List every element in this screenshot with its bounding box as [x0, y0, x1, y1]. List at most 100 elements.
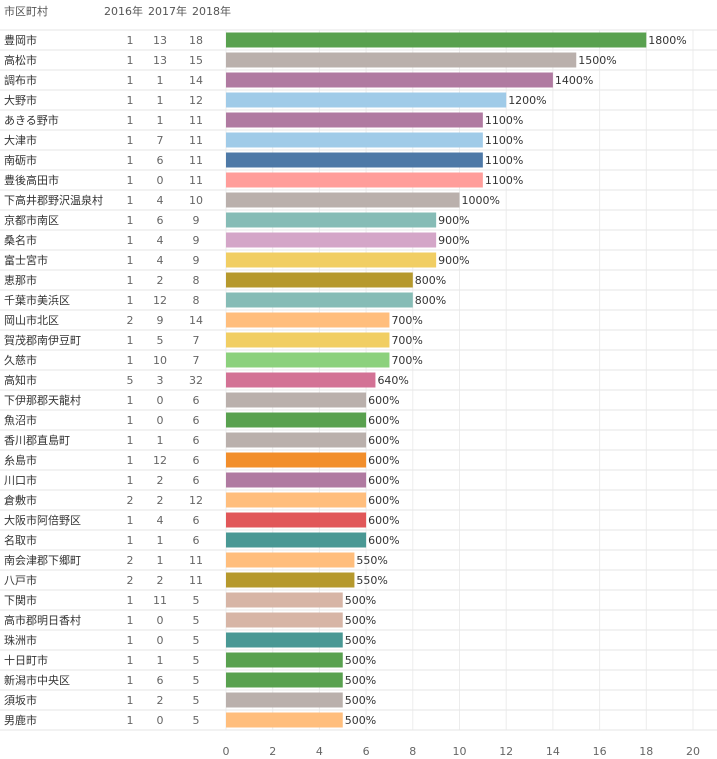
data-row: 豊岡市 1 13 18 1800% — [0, 29, 717, 48]
row-2018-value: 5 — [193, 614, 200, 627]
row-2016-value: 1 — [127, 274, 134, 287]
row-2017-value: 3 — [157, 374, 164, 387]
x-tick-label: 4 — [316, 745, 323, 758]
bar — [226, 632, 343, 648]
row-2016-value: 1 — [127, 694, 134, 707]
row-2016-value: 1 — [127, 254, 134, 267]
bar-label: 1800% — [648, 34, 686, 47]
header-2017: 2017年 — [148, 4, 187, 18]
x-tick-label: 6 — [363, 745, 370, 758]
bar — [226, 512, 367, 528]
row-2017-value: 0 — [157, 414, 164, 427]
bar-label: 500% — [345, 614, 376, 627]
x-tick-label: 20 — [686, 745, 700, 758]
row-2018-value: 6 — [193, 414, 200, 427]
row-name: 倉敷市 — [4, 493, 37, 507]
row-name: 下高井郡野沢温泉村 — [4, 193, 103, 207]
data-row: 高松市 1 13 15 1500% — [0, 49, 717, 68]
data-row: 魚沼市 1 0 6 600% — [0, 409, 717, 428]
bar — [226, 432, 367, 448]
x-tick-label: 8 — [409, 745, 416, 758]
row-2017-value: 1 — [157, 94, 164, 107]
data-row: 桑名市 1 4 9 900% — [0, 229, 717, 248]
data-row: 高知市 5 3 32 640% — [0, 369, 717, 388]
row-2017-value: 1 — [157, 74, 164, 87]
row-name: 魚沼市 — [4, 413, 37, 427]
row-2017-value: 2 — [157, 574, 164, 587]
bar-label: 1200% — [508, 94, 546, 107]
data-row: 川口市 1 2 6 600% — [0, 469, 717, 488]
bar-label: 550% — [356, 554, 387, 567]
row-2018-value: 11 — [189, 554, 203, 567]
bar — [226, 72, 553, 88]
row-2017-value: 2 — [157, 494, 164, 507]
bar — [226, 692, 343, 708]
bar — [226, 572, 355, 588]
row-2017-value: 1 — [157, 434, 164, 447]
bar — [226, 652, 343, 668]
bar-label: 1500% — [578, 54, 616, 67]
data-row: 南会津郡下郷町 2 1 11 550% — [0, 549, 717, 568]
row-2017-value: 1 — [157, 114, 164, 127]
row-2016-value: 2 — [127, 494, 134, 507]
bar-label: 1100% — [485, 154, 523, 167]
row-2018-value: 32 — [189, 374, 203, 387]
data-row: 南砺市 1 6 11 1100% — [0, 149, 717, 168]
row-2017-value: 0 — [157, 614, 164, 627]
row-2018-value: 11 — [189, 114, 203, 127]
row-2016-value: 1 — [127, 514, 134, 527]
data-row: 調布市 1 1 14 1400% — [0, 69, 717, 88]
bar — [226, 272, 413, 288]
row-2018-value: 5 — [193, 594, 200, 607]
bar — [226, 672, 343, 688]
row-2018-value: 8 — [193, 294, 200, 307]
row-2018-value: 6 — [193, 514, 200, 527]
row-2016-value: 1 — [127, 54, 134, 67]
row-2018-value: 12 — [189, 494, 203, 507]
row-2016-value: 1 — [127, 194, 134, 207]
bar — [226, 212, 437, 228]
row-2017-value: 12 — [153, 294, 167, 307]
data-row: 富士宮市 1 4 9 900% — [0, 249, 717, 268]
bar-label: 550% — [356, 574, 387, 587]
data-row: 香川郡直島町 1 1 6 600% — [0, 429, 717, 448]
row-2018-value: 5 — [193, 654, 200, 667]
row-2018-value: 7 — [193, 354, 200, 367]
row-name: 須坂市 — [4, 693, 37, 707]
row-2016-value: 1 — [127, 354, 134, 367]
row-2016-value: 1 — [127, 34, 134, 47]
bar — [226, 472, 367, 488]
row-name: 珠洲市 — [4, 633, 37, 647]
data-row: 下伊那郡天龍村 1 0 6 600% — [0, 389, 717, 408]
row-name: 男鹿市 — [4, 713, 37, 727]
row-2017-value: 12 — [153, 454, 167, 467]
row-2017-value: 1 — [157, 554, 164, 567]
row-2017-value: 0 — [157, 174, 164, 187]
row-2016-value: 1 — [127, 154, 134, 167]
column-headers: 市区町村 2016年 2017年 2018年 — [4, 4, 231, 18]
row-2016-value: 1 — [127, 414, 134, 427]
bar — [226, 192, 460, 208]
row-2016-value: 1 — [127, 434, 134, 447]
bar-label: 1100% — [485, 174, 523, 187]
row-2017-value: 5 — [157, 334, 164, 347]
row-2016-value: 1 — [127, 74, 134, 87]
row-name: 南砺市 — [4, 153, 37, 167]
data-row: 恵那市 1 2 8 800% — [0, 269, 717, 288]
bar-label: 600% — [368, 534, 399, 547]
data-row: 下高井郡野沢温泉村 1 4 10 1000% — [0, 189, 717, 208]
row-name: 大津市 — [4, 133, 37, 147]
bar-label: 500% — [345, 654, 376, 667]
data-row: 珠洲市 1 0 5 500% — [0, 629, 717, 648]
bar — [226, 252, 437, 268]
row-2016-value: 1 — [127, 334, 134, 347]
row-2018-value: 11 — [189, 574, 203, 587]
row-2017-value: 1 — [157, 534, 164, 547]
row-2018-value: 15 — [189, 54, 203, 67]
row-2018-value: 10 — [189, 194, 203, 207]
bar — [226, 352, 390, 368]
row-2018-value: 5 — [193, 634, 200, 647]
bar — [226, 372, 376, 388]
row-2017-value: 4 — [157, 194, 164, 207]
row-2016-value: 2 — [127, 314, 134, 327]
